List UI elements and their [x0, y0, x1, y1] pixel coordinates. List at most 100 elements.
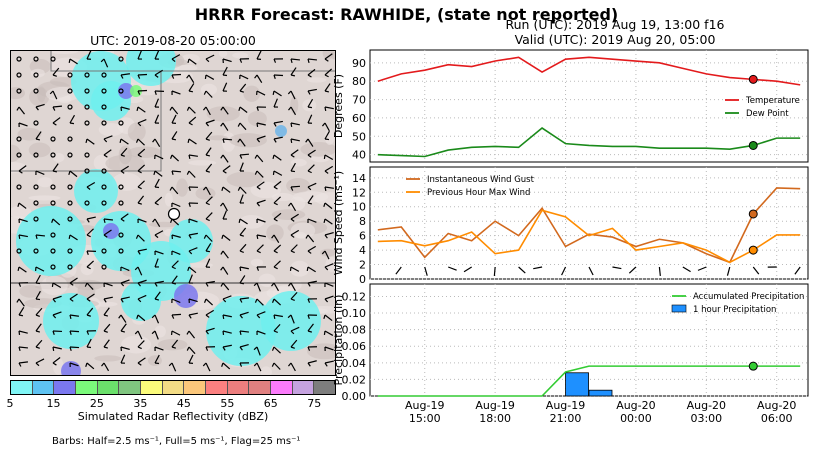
wind-barb-flag: [222, 170, 227, 174]
wind-barb: [171, 170, 182, 173]
wind-barb-flag: [168, 362, 173, 367]
wind-barb-flag: [188, 90, 194, 93]
wind-barb-flag: [17, 266, 20, 272]
wind-barb-flag: [323, 154, 326, 160]
radar-map[interactable]: [10, 50, 336, 376]
wind-barb: [171, 298, 181, 304]
wind-barb: [205, 119, 215, 124]
wind-barb: [307, 323, 314, 332]
wind-barb: [273, 260, 281, 268]
wind-barb-flag: [271, 298, 275, 303]
wind-barb-flag: [68, 234, 71, 240]
calm-wind-circle: [67, 216, 73, 222]
wind-barb: [120, 314, 127, 323]
wind-barb: [120, 266, 130, 272]
y-tick-label: 2: [359, 259, 366, 272]
wind-barb: [154, 291, 161, 300]
calm-wind-circle: [118, 56, 124, 62]
radar-echo: [118, 83, 134, 99]
terrain-shade: [127, 122, 146, 142]
series-line: [377, 209, 801, 264]
y-axis-label: Precipitation (in): [332, 295, 345, 386]
y-tick-label: 40: [352, 149, 366, 162]
wind-barb: [290, 67, 297, 76]
wind-barb-flag: [307, 314, 310, 319]
wind-barb: [273, 90, 282, 97]
calm-wind-circle: [33, 152, 39, 158]
wind-barb: [290, 162, 296, 172]
legend-label: Previous Hour Max Wind: [427, 188, 530, 198]
wind-barb-flag: [306, 266, 309, 272]
wind-barb: [222, 202, 228, 212]
wind-barb-flag: [221, 234, 224, 240]
wind-barb: [256, 311, 266, 316]
wind-barb: [69, 114, 76, 124]
wind-barb: [290, 106, 297, 116]
terrain-shade: [148, 221, 179, 228]
wind-barb: [103, 307, 110, 316]
wind-barb: [188, 312, 198, 316]
wind-barb: [290, 291, 298, 300]
wind-barb: [86, 338, 92, 348]
wind-barb: [188, 274, 193, 284]
wind-barb: [171, 234, 181, 238]
wind-barb: [18, 218, 28, 223]
wind-barb: [273, 346, 281, 354]
legend-label: Dew Point: [746, 109, 789, 119]
wind-barb: [273, 136, 283, 140]
wind-barb: [154, 280, 164, 284]
wind-barb-flag: [205, 250, 211, 253]
wind-barb-flag: [68, 170, 71, 175]
wind-barb: [52, 67, 60, 76]
calm-wind-circle: [16, 56, 22, 62]
wind-barb: [171, 250, 181, 255]
calm-wind-circle: [33, 216, 39, 222]
wind-barb-flag: [186, 106, 190, 111]
wind-barb-flag: [171, 314, 175, 319]
wind-barb: [307, 245, 317, 252]
wind-barb-flag: [171, 58, 176, 63]
radar-echo: [43, 293, 99, 349]
wind-barb: [154, 346, 164, 351]
wind-barb-flag: [254, 154, 258, 159]
legend-label: 1 hour Precipitation: [693, 305, 776, 315]
wind-barb: [324, 165, 334, 172]
wind-barb: [395, 266, 402, 275]
wind-barb: [137, 51, 142, 60]
wind-barb-flag: [52, 314, 57, 319]
wind-barb-flag: [69, 282, 74, 286]
wind-barb: [69, 293, 78, 300]
wind-barb: [18, 330, 28, 334]
wind-barb: [137, 340, 145, 348]
wind-barb-flag: [52, 330, 55, 335]
wind-barb: [171, 106, 179, 115]
wind-barb: [205, 298, 214, 306]
wind-barb-flag: [52, 74, 57, 77]
calm-wind-circle: [118, 88, 124, 94]
x-tick-label: Aug-20: [757, 399, 796, 412]
wind-barb: [103, 149, 112, 156]
wind-barb-flag: [220, 106, 224, 111]
wind-barb: [18, 346, 29, 349]
terrain-shade: [247, 111, 267, 127]
wind-barb-flag: [51, 218, 54, 223]
wind-barb-flag: [35, 314, 40, 317]
wind-barb-flag: [171, 74, 175, 79]
wind-barb: [239, 218, 248, 225]
terrain-shade: [19, 284, 42, 298]
terrain-shade: [50, 51, 79, 54]
wind-barb-flag: [137, 186, 142, 190]
wind-barb-flag: [239, 330, 242, 336]
wind-barb: [256, 346, 261, 356]
wind-barb: [239, 83, 247, 92]
wind-barb-flag: [18, 362, 22, 367]
wind-barb-flag: [186, 74, 190, 79]
wind-barb: [205, 131, 213, 140]
accumulated-precip-line: [377, 365, 801, 397]
wind-barb: [137, 266, 143, 276]
calm-wind-circle: [16, 152, 22, 158]
wind-barb-flag: [271, 362, 275, 367]
wind-barb-flag: [86, 266, 91, 270]
wind-barb: [222, 210, 227, 220]
wind-barb: [273, 180, 282, 188]
